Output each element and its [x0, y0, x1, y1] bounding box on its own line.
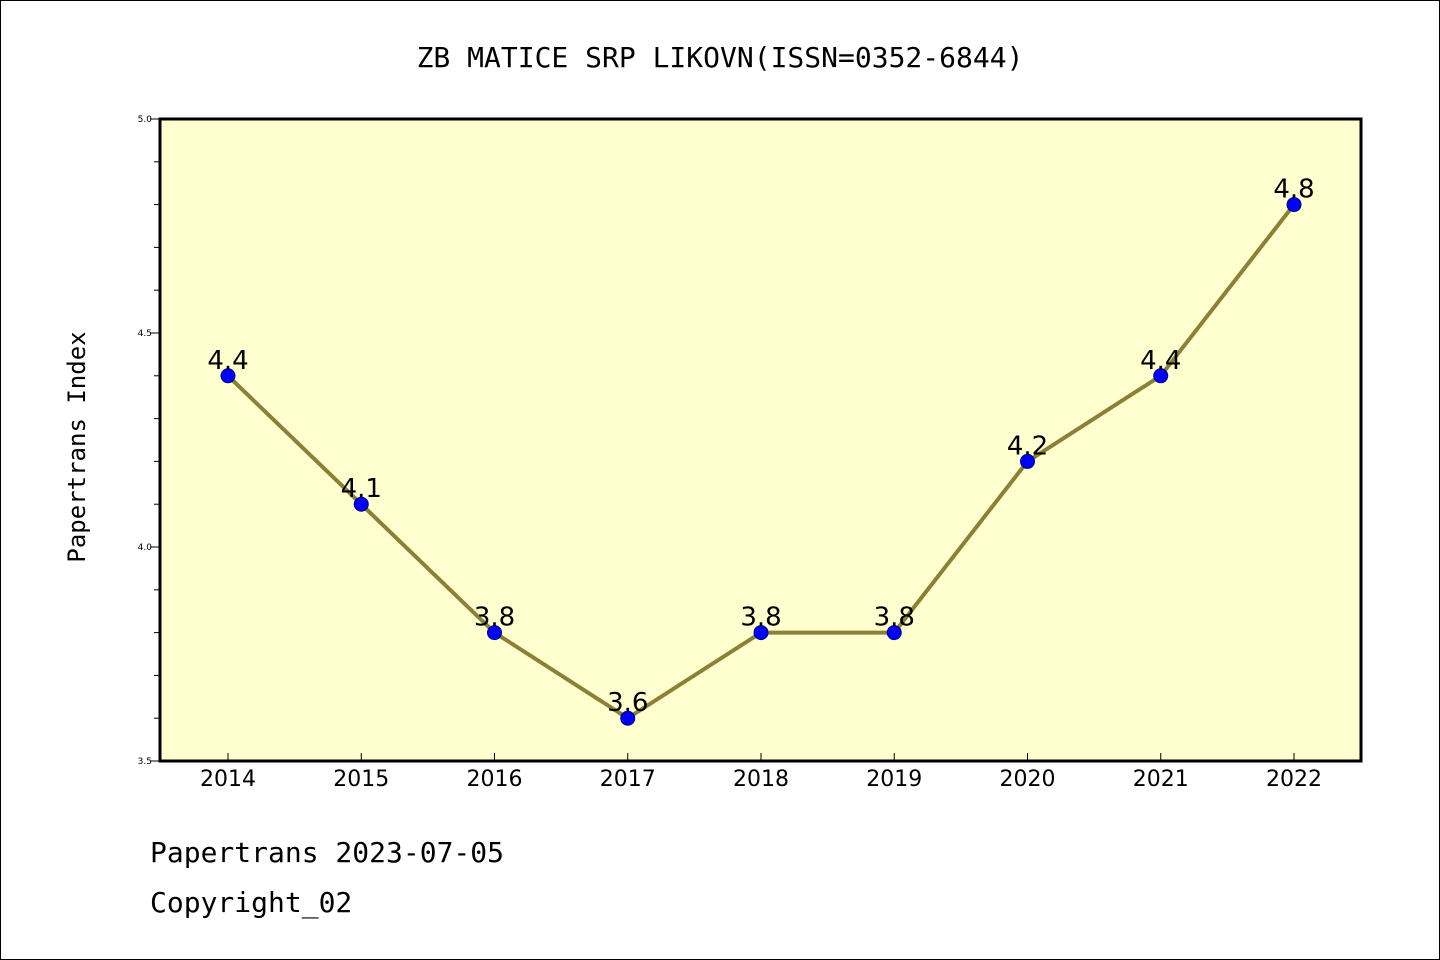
data-label: 3.8 [740, 603, 781, 633]
data-label: 4.4 [1140, 346, 1181, 376]
x-tick-label: 2017 [600, 767, 656, 792]
data-label: 4.1 [341, 474, 382, 504]
data-label: 4.8 [1273, 175, 1314, 205]
x-tick-label: 2015 [333, 767, 389, 792]
x-tick-label: 2021 [1133, 767, 1189, 792]
data-label: 3.8 [874, 603, 915, 633]
data-point [220, 368, 236, 384]
plot-area [158, 117, 1363, 763]
data-label: 4.2 [1007, 431, 1048, 461]
data-point [886, 625, 902, 641]
y-axis: 3.5 4.0 4.5 5.0 [138, 115, 160, 767]
data-point [753, 625, 769, 641]
y-tick-label: 5.0 [138, 115, 153, 125]
data-point [1286, 197, 1302, 213]
chart-title: ZB MATICE SRP LIKOVN(ISSN=0352-6844) [417, 41, 1024, 74]
footer-copyright: Copyright_02 [150, 886, 353, 919]
data-label: 3.6 [607, 688, 648, 718]
data-label: 3.8 [474, 603, 515, 633]
y-tick-label: 4.5 [138, 329, 152, 339]
x-tick-label: 2019 [866, 767, 922, 792]
y-axis-label: Papertrans Index [63, 331, 91, 562]
data-point [1153, 368, 1169, 384]
data-label: 4.4 [207, 346, 248, 376]
data-point [487, 625, 502, 641]
x-tick-label: 2016 [467, 767, 523, 792]
data-point [620, 710, 636, 726]
x-tick-label: 2018 [733, 767, 789, 792]
x-tick-label: 2022 [1266, 767, 1322, 792]
footer-date: Papertrans 2023-07-05 [150, 836, 505, 869]
y-tick-label: 3.5 [138, 757, 152, 767]
x-tick-label: 2020 [1000, 767, 1056, 792]
y-tick-label: 4.0 [138, 543, 153, 553]
series-layer: 4.4 4.1 3.8 3.6 3.8 3.8 4.2 4.4 4.8 [207, 175, 1315, 726]
data-point [1020, 453, 1035, 469]
x-axis: 2014 2015 2016 2017 2018 2019 2020 2021 2022 [200, 753, 1322, 792]
data-point [353, 496, 369, 512]
x-tick-label: 2014 [200, 767, 256, 792]
